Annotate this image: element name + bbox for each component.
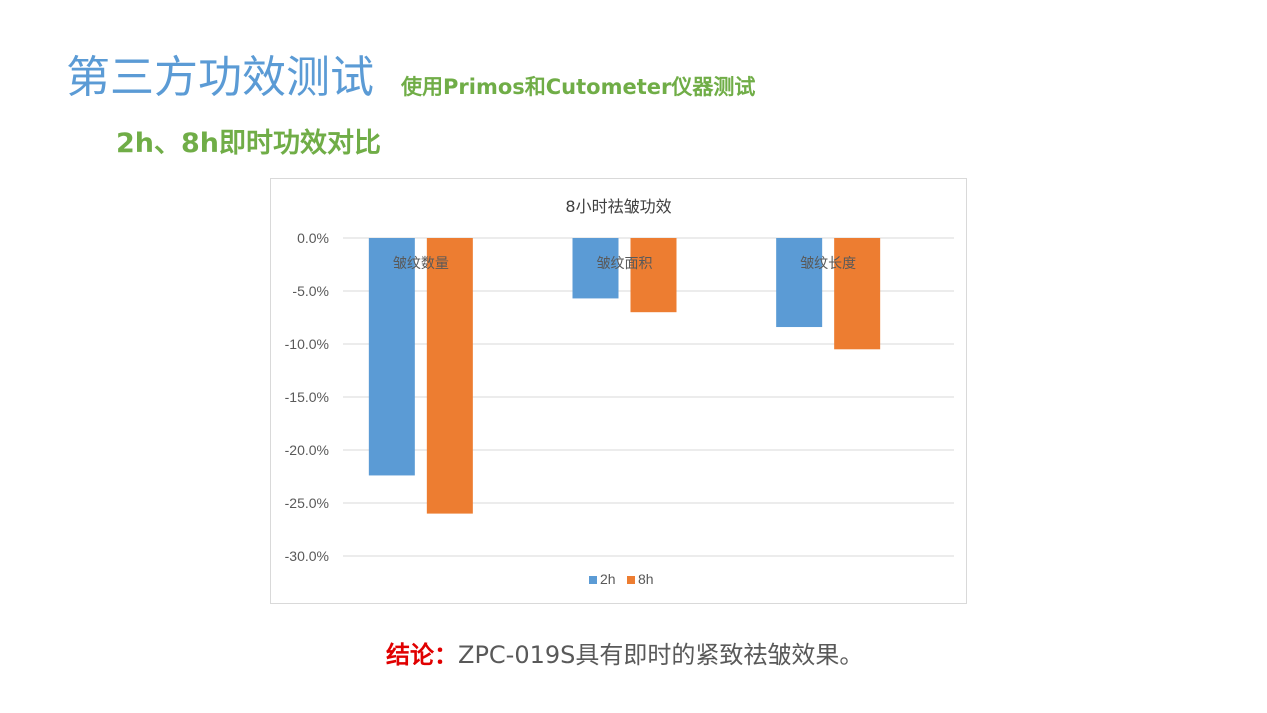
chart-title: 8小时祛皱功效	[565, 197, 671, 216]
y-tick-label: -10.0%	[285, 336, 329, 352]
category-label: 皱纹数量	[393, 256, 449, 272]
bar-8h	[834, 238, 881, 350]
y-tick-label: -5.0%	[292, 283, 329, 299]
conclusion-text: ZPC-019S具有即时的紧致祛皱效果。	[458, 641, 864, 669]
section-heading: 2h、8h即时功效对比	[116, 128, 382, 159]
legend-label: 8h	[638, 571, 654, 587]
page-subtitle: 使用Primos和Cutometer仪器测试	[401, 75, 756, 99]
bar-2h	[368, 238, 415, 476]
legend-swatch-2h	[589, 576, 597, 584]
legend-swatch-8h	[627, 576, 635, 584]
bar-2h	[776, 238, 823, 328]
y-tick-label: -15.0%	[285, 389, 329, 405]
y-tick-label: -30.0%	[285, 548, 329, 564]
category-label: 皱纹面积	[597, 256, 653, 272]
page-title: 第三方功效测试	[66, 52, 374, 103]
bar-8h	[426, 238, 473, 514]
legend-label: 2h	[600, 571, 616, 587]
bar-chart: 8小时祛皱功效 0.0% -5.0% -10.0% -15.0% -20.0% -25.0%…	[285, 197, 954, 587]
y-tick-label: -25.0%	[285, 495, 329, 511]
bar-8h	[630, 238, 677, 313]
y-tick-label: -20.0%	[285, 442, 329, 458]
conclusion-label: 结论：	[386, 641, 458, 669]
chart-container: 8小时祛皱功效 0.0% -5.0% -10.0% -15.0% -20.0% -25.0%…	[270, 178, 967, 604]
conclusion: 结论：ZPC-019S具有即时的紧致祛皱效果。	[386, 638, 863, 672]
bar-2h	[572, 238, 619, 299]
y-tick-label: 0.0%	[297, 230, 329, 246]
category-label: 皱纹长度	[800, 256, 856, 272]
